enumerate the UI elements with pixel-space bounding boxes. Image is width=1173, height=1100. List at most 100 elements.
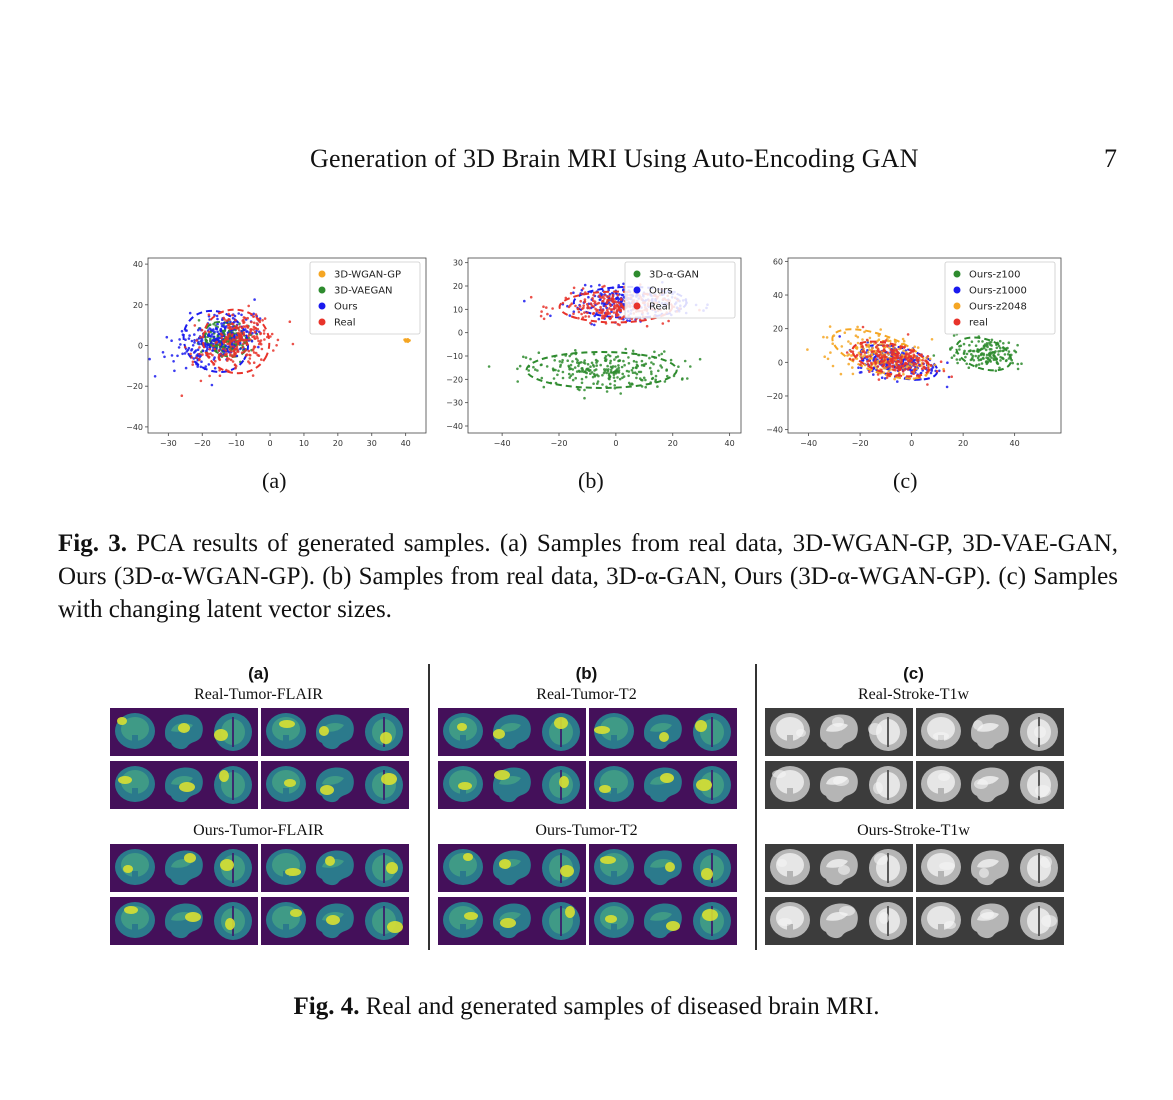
confidence-ellipse — [851, 340, 931, 378]
scatter-point — [256, 327, 260, 331]
scatter-point — [599, 292, 602, 295]
scatter-point — [864, 343, 868, 347]
scatter-point — [195, 356, 198, 360]
scatter-point — [988, 353, 991, 357]
scatter-point — [604, 359, 608, 363]
scatter-point — [226, 338, 229, 341]
scatter-point — [585, 303, 589, 306]
scatter-point — [219, 329, 223, 332]
scatter-point — [912, 372, 915, 375]
scatter-point — [876, 359, 880, 363]
scatter-point — [239, 341, 242, 345]
scatter-point — [227, 318, 230, 321]
scatter-point — [252, 345, 256, 348]
scatter-point — [601, 314, 604, 317]
scatter-point — [887, 369, 890, 373]
scatter-point — [919, 371, 923, 375]
scatter-point — [995, 346, 999, 350]
legend-marker — [318, 286, 326, 294]
brain-slice — [265, 766, 306, 802]
scatter-point — [617, 364, 620, 367]
mri-sample-strip — [438, 761, 586, 809]
scatter-point — [252, 312, 255, 316]
scatter-point — [995, 360, 999, 364]
scatter-point — [986, 343, 989, 346]
mri-sample-strip — [589, 897, 737, 945]
scatter-point — [585, 367, 589, 371]
scatter-point — [896, 359, 899, 363]
scatter-point — [876, 361, 880, 365]
mri-sample-strip — [765, 708, 913, 756]
scatter-point — [597, 311, 601, 314]
scatter-point — [617, 301, 621, 304]
mri-sample-strip — [438, 708, 586, 756]
scatter-point — [170, 354, 174, 357]
scatter-point — [831, 342, 834, 345]
scatter-point — [163, 355, 166, 359]
scatter-point — [214, 341, 218, 345]
scatter-point — [603, 297, 606, 300]
brain-slice — [164, 903, 203, 939]
scatter-point — [851, 366, 854, 369]
scatter-point — [225, 319, 228, 322]
brain-slice — [920, 849, 961, 885]
scatter-point — [247, 360, 250, 363]
scatter-point — [856, 335, 860, 339]
scatter-point — [889, 348, 893, 352]
scatter-point — [642, 376, 646, 380]
scatter-point — [572, 310, 576, 313]
scatter-point — [558, 360, 562, 363]
scatter-point — [906, 364, 910, 368]
fig4-panel-label: (a) — [248, 664, 269, 683]
scatter-point — [631, 349, 635, 353]
scatter-point — [689, 365, 692, 368]
scatter-point — [852, 358, 855, 362]
scatter-point — [217, 356, 221, 359]
scatter-point — [988, 341, 991, 344]
scatter-point — [583, 283, 587, 287]
x-tick-label: −20 — [551, 439, 568, 448]
scatter-point — [663, 380, 667, 383]
x-tick-label: −20 — [852, 439, 869, 448]
scatter-point — [542, 317, 546, 321]
scatter-point — [908, 351, 912, 355]
scatter-point — [193, 324, 197, 327]
scatter-point — [863, 353, 866, 357]
generated-sample-title: Ours-Stroke-T1w — [857, 822, 970, 839]
scatter-point — [921, 362, 925, 365]
scatter-point — [987, 356, 990, 360]
scatter-point — [207, 363, 211, 366]
mri-sample-strip — [438, 844, 586, 892]
scatter-point — [635, 376, 638, 380]
scatter-point — [238, 325, 242, 328]
y-tick-label: 60 — [773, 257, 783, 266]
scatter-point — [926, 355, 930, 358]
legend-box — [309, 261, 421, 335]
y-tick-label: 10 — [453, 305, 463, 314]
scatter-point — [205, 339, 208, 342]
mri-sample-strip — [110, 844, 258, 892]
scatter-point — [680, 378, 684, 381]
scatter-point — [245, 341, 248, 344]
scatter-point — [631, 366, 635, 370]
scatter-point — [977, 340, 980, 343]
scatter-point — [862, 349, 865, 352]
mri-sample-strip — [438, 897, 586, 945]
confidence-ellipse — [182, 309, 250, 374]
scatter-point — [610, 308, 614, 311]
brain-slice — [643, 850, 682, 886]
scatter-point — [939, 360, 943, 363]
scatter-point — [254, 351, 258, 355]
brain-slice — [920, 766, 961, 802]
scatter-point — [870, 350, 874, 353]
scatter-point — [231, 313, 234, 317]
scatter-point — [566, 359, 569, 362]
scatter-point — [259, 332, 262, 336]
scatter-point — [876, 344, 879, 347]
scatter-point — [856, 325, 859, 329]
scatter-point — [234, 352, 237, 355]
brain-slice — [643, 767, 682, 803]
scatter-point — [627, 362, 631, 365]
scatter-point — [849, 342, 852, 345]
scatter-point — [239, 347, 242, 351]
